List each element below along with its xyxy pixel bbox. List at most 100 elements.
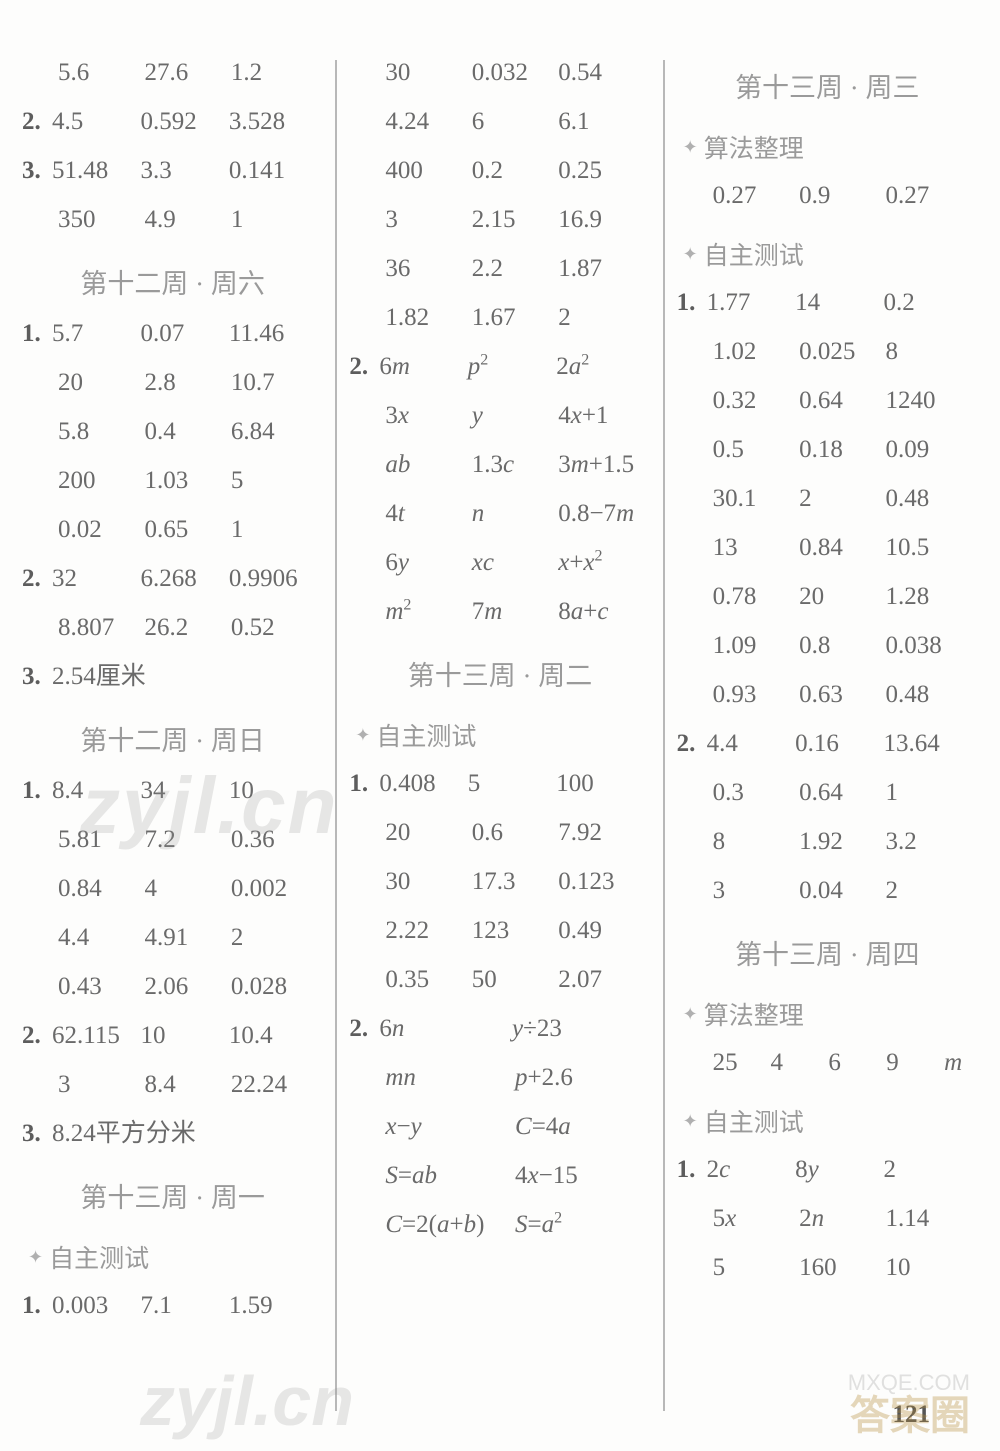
answer-cell: 6y xyxy=(385,550,471,575)
answer-cell: 0.27 xyxy=(886,183,972,208)
answer-cell: 8y xyxy=(795,1157,883,1182)
answer-row: 1.8.43410 xyxy=(22,778,317,806)
answer-cell: 4.4 xyxy=(707,731,795,756)
answer-cell: 0.48 xyxy=(886,682,972,707)
spacer xyxy=(683,780,713,805)
answer-cell: 27.6 xyxy=(144,60,230,85)
answer-row: 3.51.483.30.141 xyxy=(22,158,317,186)
spacer xyxy=(28,827,58,852)
answer-cell: 1.02 xyxy=(713,339,799,364)
item-label: 2. xyxy=(349,1016,379,1041)
answer-row: 0.320.641240 xyxy=(683,388,972,416)
spacer xyxy=(683,486,713,511)
answer-row: 0.50.180.09 xyxy=(683,437,972,465)
answer-cell: 30.1 xyxy=(713,486,799,511)
answer-cell: 0.84 xyxy=(58,876,144,901)
answer-cell: 3.528 xyxy=(229,109,317,134)
spacer xyxy=(683,183,713,208)
sub-heading-text: 算法整理 xyxy=(704,996,804,1032)
answer-row: 5x2n1.14 xyxy=(683,1206,972,1234)
answer-cell: p2 xyxy=(468,354,556,379)
answer-cell: 0.408 xyxy=(379,771,467,796)
answer-cell: 20 xyxy=(58,370,144,395)
spacer xyxy=(28,370,58,395)
answer-row: 1.0.4085100 xyxy=(349,771,644,799)
spacer xyxy=(683,633,713,658)
answer-cell: 22.24 xyxy=(231,1072,317,1097)
column-1: 5.627.61.22.4.50.5923.5283.51.483.30.141… xyxy=(10,60,335,1411)
answer-row: 362.21.87 xyxy=(355,256,644,284)
answer-cell: 32 xyxy=(52,566,140,591)
answer-cell: x−y xyxy=(385,1114,515,1139)
answer-cell: 0.8−7m xyxy=(558,501,644,526)
answer-row: 30.120.48 xyxy=(683,486,972,514)
answer-cell: 0.63 xyxy=(799,682,885,707)
answer-row: 1.5.70.0711.46 xyxy=(22,321,317,349)
answer-row: 1.821.672 xyxy=(355,305,644,333)
answer-row: 30.042 xyxy=(683,878,972,906)
answer-cell: 1.87 xyxy=(558,256,644,281)
sub-heading-text: 自主测试 xyxy=(704,236,804,272)
answer-row: 5.817.20.36 xyxy=(28,827,317,855)
spacer xyxy=(355,1065,385,1090)
answer-cell: 160 xyxy=(799,1255,885,1280)
spacer xyxy=(683,1050,713,1075)
diamond-icon: ✦ xyxy=(683,1004,698,1025)
answer-cell: 10.7 xyxy=(231,370,317,395)
answer-row: 2.326.2680.9906 xyxy=(22,566,317,594)
answer-cell: 4 xyxy=(771,1050,829,1075)
answer-row: 200.67.92 xyxy=(355,820,644,848)
answer-cell: 2.15 xyxy=(472,207,558,232)
answer-cell: 3 xyxy=(713,878,799,903)
spacer xyxy=(355,918,385,943)
answer-row: 2.4.50.5923.528 xyxy=(22,109,317,137)
answer-cell: 0.8 xyxy=(799,633,885,658)
answer-cell: 11.46 xyxy=(229,321,317,346)
spacer xyxy=(28,419,58,444)
answer-text: 8.24平方分米 xyxy=(52,1121,196,1146)
answer-row: 4tn0.8−7m xyxy=(355,501,644,529)
answer-cell: 6 xyxy=(472,109,558,134)
answer-cell: x+x2 xyxy=(558,550,644,575)
column-2: 300.0320.54 4.2466.1 4000.20.25 32.1516.… xyxy=(335,60,662,1411)
item-label: 1. xyxy=(22,1293,52,1318)
spacer xyxy=(683,829,713,854)
answer-cell: 13 xyxy=(713,535,799,560)
answer-row: 0.78201.28 xyxy=(683,584,972,612)
spacer xyxy=(355,207,385,232)
answer-cell: 2.22 xyxy=(385,918,471,943)
diamond-icon: ✦ xyxy=(683,244,698,265)
answer-row: 4000.20.25 xyxy=(355,158,644,186)
spacer xyxy=(683,437,713,462)
answer-cell: 3m+1.5 xyxy=(558,452,644,477)
spacer xyxy=(355,869,385,894)
answer-cell: 8.4 xyxy=(52,778,140,803)
spacer xyxy=(28,925,58,950)
sub-heading: ✦自主测试 xyxy=(28,1239,317,1275)
spacer xyxy=(355,305,385,330)
answer-row: 6yxcx+x2 xyxy=(355,550,644,578)
answer-cell: 20 xyxy=(385,820,471,845)
answer-cell: 0.2 xyxy=(884,290,972,315)
answer-row: 1.090.80.038 xyxy=(683,633,972,661)
answer-cell: 51.48 xyxy=(52,158,140,183)
answer-row: 4.2466.1 xyxy=(355,109,644,137)
answer-cell: 5x xyxy=(713,1206,799,1231)
answer-cell: 25 xyxy=(713,1050,771,1075)
answer-cell: 4x+1 xyxy=(558,403,644,428)
spacer xyxy=(355,1163,385,1188)
item-label: 3. xyxy=(22,1121,52,1146)
answer-cell: 3 xyxy=(58,1072,144,1097)
answer-cell: 400 xyxy=(385,158,471,183)
answer-cell: 1.14 xyxy=(886,1206,972,1231)
answer-row: 3504.91 xyxy=(28,207,317,235)
answer-cell: C=2(a+b) xyxy=(385,1212,515,1237)
sub-heading-text: 算法整理 xyxy=(704,129,804,165)
answer-cell: 2c xyxy=(707,1157,795,1182)
answer-cell: 0.65 xyxy=(144,517,230,542)
spacer xyxy=(355,967,385,992)
spacer xyxy=(683,535,713,560)
spacer xyxy=(28,974,58,999)
answer-cell: 4 xyxy=(144,876,230,901)
answer-cell: 6.84 xyxy=(231,419,317,444)
